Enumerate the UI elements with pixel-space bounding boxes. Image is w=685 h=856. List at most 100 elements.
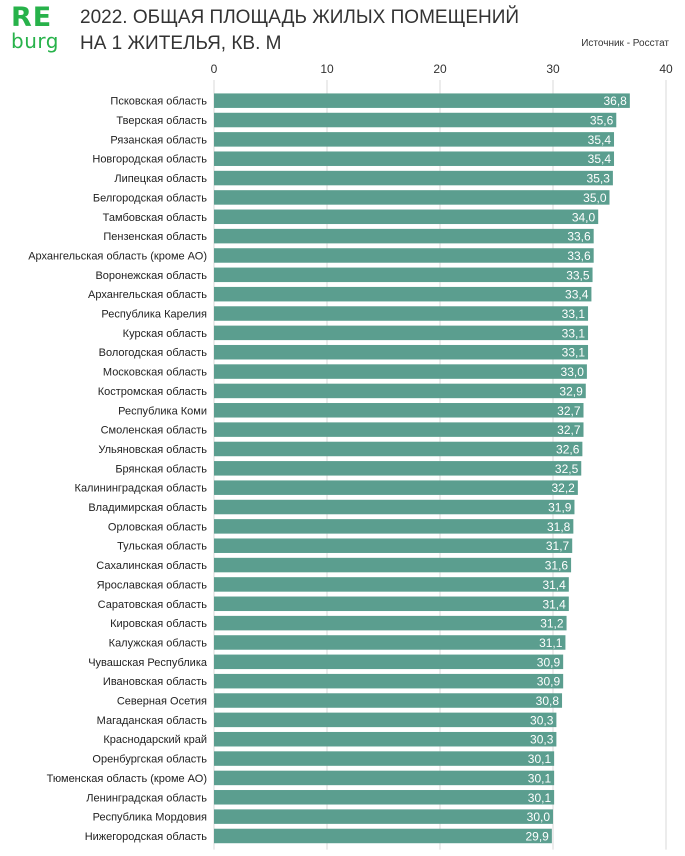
category-label: Орловская область <box>108 521 207 533</box>
value-label: 30,8 <box>536 694 560 708</box>
source-note: Источник - Росстат <box>581 38 669 49</box>
value-label: 30,1 <box>528 791 552 805</box>
bar <box>214 228 594 244</box>
category-label: Белгородская область <box>93 192 207 204</box>
chart-title-line-2: НА 1 ЖИТЕЛЬЯ, КВ. М <box>80 33 282 54</box>
category-label: Оренбургская область <box>92 754 207 766</box>
value-label: 30,3 <box>530 713 554 727</box>
bar <box>214 364 587 379</box>
category-label: Липецкая область <box>114 173 207 185</box>
category-label: Костромская область <box>98 386 208 398</box>
value-label: 35,6 <box>590 114 614 128</box>
category-label: Тверская область <box>116 115 207 127</box>
value-label: 33,0 <box>561 365 585 379</box>
value-label: 31,1 <box>539 636 563 650</box>
category-label: Кировская область <box>110 618 207 630</box>
value-label: 32,2 <box>552 481 576 495</box>
category-label: Вологодская область <box>99 347 208 359</box>
logo-text-burg: burg <box>11 29 59 53</box>
category-label: Архангельская область <box>88 289 207 301</box>
bar <box>214 422 584 437</box>
x-tick-label: 0 <box>211 62 218 76</box>
category-label: Пензенская область <box>103 231 207 243</box>
logo-text-re: RE <box>11 2 53 33</box>
bar <box>214 132 615 147</box>
category-label: Ульяновская область <box>98 444 207 456</box>
category-label: Рязанская область <box>110 134 207 146</box>
value-label: 36,8 <box>603 94 627 108</box>
value-label: 31,2 <box>540 617 564 631</box>
bar <box>214 170 613 186</box>
bar <box>214 673 564 689</box>
bar <box>214 325 589 341</box>
category-label: Тамбовская область <box>103 212 208 224</box>
bar <box>214 693 563 708</box>
category-label: Нижегородская область <box>85 831 208 843</box>
value-label: 32,6 <box>556 442 580 456</box>
value-label: 30,3 <box>530 733 554 747</box>
category-label: Саратовская область <box>98 599 208 611</box>
category-label: Смоленская область <box>101 425 208 437</box>
bar <box>214 615 567 631</box>
category-label: Тюменская область (кроме АО) <box>47 773 207 785</box>
bar <box>214 731 557 747</box>
x-tick-label: 20 <box>433 62 447 76</box>
bar <box>214 286 592 302</box>
category-label: Архангельская область (кроме АО) <box>28 250 207 262</box>
bar <box>214 809 553 824</box>
category-label: Владимирская область <box>88 502 207 514</box>
category-label: Краснодарский край <box>103 734 207 746</box>
value-label: 30,1 <box>528 771 552 785</box>
category-label: Калужская область <box>109 637 208 649</box>
category-label: Магаданская область <box>97 715 208 727</box>
category-label: Брянская область <box>115 463 207 475</box>
bar <box>214 654 564 670</box>
value-label: 31,9 <box>548 501 572 515</box>
value-label: 35,4 <box>588 133 612 147</box>
bar <box>214 403 584 418</box>
value-label: 33,1 <box>562 307 586 321</box>
value-label: 32,7 <box>557 423 581 437</box>
reburg-logo: RE burg <box>11 4 63 51</box>
x-tick-label: 10 <box>320 62 334 76</box>
bar <box>214 383 586 399</box>
value-label: 33,1 <box>562 326 586 340</box>
category-label: Курская область <box>123 328 208 340</box>
category-label: Тульская область <box>117 541 207 553</box>
category-label: Сахалинская область <box>96 560 207 572</box>
bar <box>214 519 574 534</box>
category-label: Ленинградская область <box>86 792 207 804</box>
bar <box>214 635 566 650</box>
bar <box>214 267 593 283</box>
value-label: 35,0 <box>583 191 607 205</box>
bar <box>214 93 630 108</box>
bar <box>214 499 575 515</box>
category-label: Чувашская Республика <box>88 657 208 669</box>
bar <box>214 557 572 573</box>
category-label: Северная Осетия <box>117 696 207 708</box>
value-label: 31,7 <box>546 539 570 553</box>
bar <box>214 712 557 728</box>
bar <box>214 596 569 612</box>
value-label: 30,9 <box>537 655 561 669</box>
category-label: Московская область <box>103 367 207 379</box>
value-label: 30,0 <box>527 810 551 824</box>
category-label: Республика Карелия <box>101 309 207 321</box>
bar <box>214 828 552 844</box>
category-label: Ярославская область <box>97 579 208 591</box>
bar <box>214 344 589 360</box>
value-label: 33,6 <box>567 230 591 244</box>
value-label: 31,6 <box>545 559 569 573</box>
category-label: Воронежская область <box>95 270 207 282</box>
value-label: 35,4 <box>588 152 612 166</box>
value-label: 33,6 <box>567 249 591 263</box>
value-label: 32,5 <box>555 462 579 476</box>
category-label: Республика Мордовия <box>93 812 207 824</box>
value-label: 30,1 <box>528 752 552 766</box>
category-label: Псковская область <box>110 96 207 108</box>
bar <box>214 151 615 166</box>
bar <box>214 461 582 476</box>
category-label: Калининградская область <box>75 483 208 495</box>
x-tick-label: 30 <box>546 62 560 76</box>
